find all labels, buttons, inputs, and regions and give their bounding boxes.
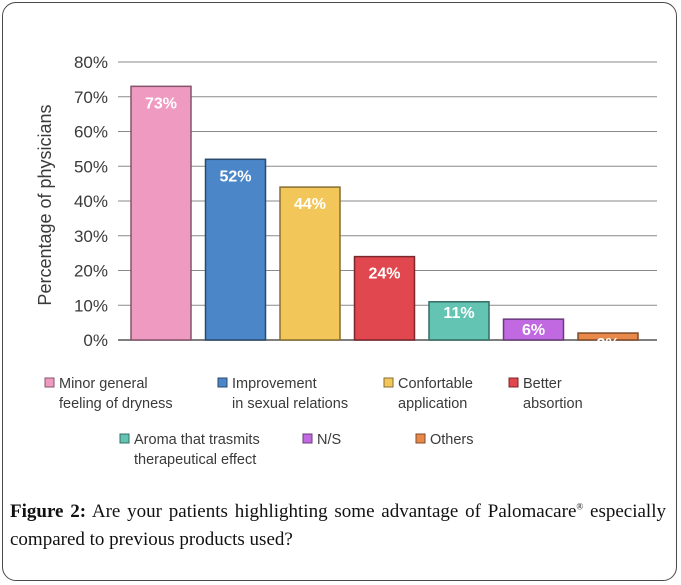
caption-text-before: Are your patients highlighting some adva… [86,501,577,522]
caption-text-after: especially compared to previous products… [10,501,666,550]
legend-swatch [383,377,394,388]
legend-label: N/S [317,432,341,448]
legend-label: application [398,396,467,412]
y-tick-label: 30% [74,227,108,246]
y-tick-label: 60% [74,123,108,142]
legend-label: Aroma that trasmits [134,432,260,448]
bar [428,301,490,341]
y-tick-label: 70% [74,88,108,107]
y-tick-label: 50% [74,157,108,176]
bar [502,318,565,341]
data-label: 24% [368,266,400,283]
legend-label: absortion [523,396,583,412]
figure-caption: Figure 2: Are your patients highlighting… [10,498,666,554]
bar [279,186,341,341]
data-label: 11% [443,305,474,322]
legend-swatch [415,433,426,444]
legend-swatch [217,377,228,388]
data-label: 6% [522,322,545,339]
data-label: 44% [294,196,326,213]
y-tick-label: 0% [83,331,108,350]
legend-label: feeling of dryness [59,396,173,412]
legend-label: Minor general [59,376,148,392]
data-label: 73% [145,95,177,112]
y-tick-label: 80% [74,53,108,72]
legend-label: therapeutical effect [134,452,256,468]
bar-chart: 0% 10% 20% 30% 40% 50% 60% 70% 80% Percentage of … [35,53,657,468]
y-tick-label: 10% [74,296,108,315]
y-axis-label: Percentage of physicians [35,104,55,305]
y-tick-label: 20% [74,262,108,281]
bar [353,255,416,341]
legend-label: Confortable [398,376,473,392]
bar [577,332,639,341]
legend-label: Better [523,376,562,392]
legend-swatch [119,433,130,444]
caption-label: Figure 2: [10,501,87,522]
legend-swatch [44,377,55,388]
data-label: 2% [596,336,619,353]
bar [204,158,267,341]
legend-swatch [508,377,519,388]
legend-swatch [302,433,313,444]
legend-label: Others [430,432,474,448]
caption-superscript: ® [576,501,584,512]
y-tick-label: 40% [74,192,108,211]
bar [130,85,192,341]
legend-label: in sexual relations [232,396,348,412]
data-label: 52% [219,168,251,185]
legend-label: Improvement [232,376,317,392]
